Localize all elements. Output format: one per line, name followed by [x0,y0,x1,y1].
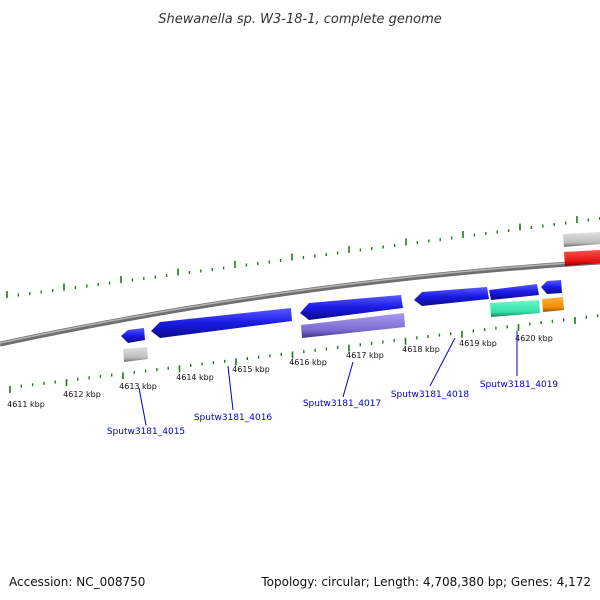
map-title: Shewanella sp. W3-18-1, complete genome [158,12,441,27]
gene-label-4018[interactable]: Sputw3181_4018 [391,390,470,400]
cds-arrow-4015[interactable] [121,328,145,343]
feature-purple-4017 [301,313,405,338]
gene-leader-line [227,365,234,411]
kbp-label: 4612 kbp [63,390,101,399]
gene-label-4016[interactable]: Sputw3181_4016 [194,413,273,423]
cds-arrow-small[interactable] [541,280,562,294]
gene-label-4019[interactable]: Sputw3181_4019 [480,380,559,390]
kbp-label: 4615 kbp [232,365,270,374]
accession-text: Accession: NC_008750 [9,575,145,589]
kbp-label: 4611 kbp [7,400,45,409]
gene-label-4015[interactable]: Sputw3181_4015 [107,427,185,437]
feature-orange [542,297,564,312]
gene-label-4017[interactable]: Sputw3181_4017 [303,399,381,409]
rna-feature-gray-top [563,232,600,247]
kbp-label: 4620 kbp [515,334,553,343]
kbp-label: 4616 kbp [289,358,327,367]
cds-arrow-4016[interactable] [151,308,292,338]
outer-tick-row [6,216,600,298]
cds-arrow-4019[interactable] [489,284,539,300]
kbp-label: 4619 kbp [459,339,497,348]
genome-summary-text: Topology: circular; Length: 4,708,380 bp… [260,575,591,589]
gene-leader-line [138,387,147,426]
genome-backbone-highlight [0,260,600,344]
feature-green [490,300,540,317]
feature-red-top [564,250,600,266]
gene-leader-line [342,361,354,398]
genome-backbone [0,259,600,347]
inner-tick-row [9,314,599,393]
kbp-label: 4618 kbp [402,345,440,354]
kbp-label: 4613 kbp [119,382,157,391]
cds-arrow-4018[interactable] [414,287,489,306]
rna-feature-gray-4015 [123,347,148,362]
kbp-label: 4617 kbp [346,351,384,360]
cds-arrow-4017[interactable] [300,295,403,320]
gene-leader-line [429,337,456,387]
kbp-label: 4614 kbp [176,373,214,382]
